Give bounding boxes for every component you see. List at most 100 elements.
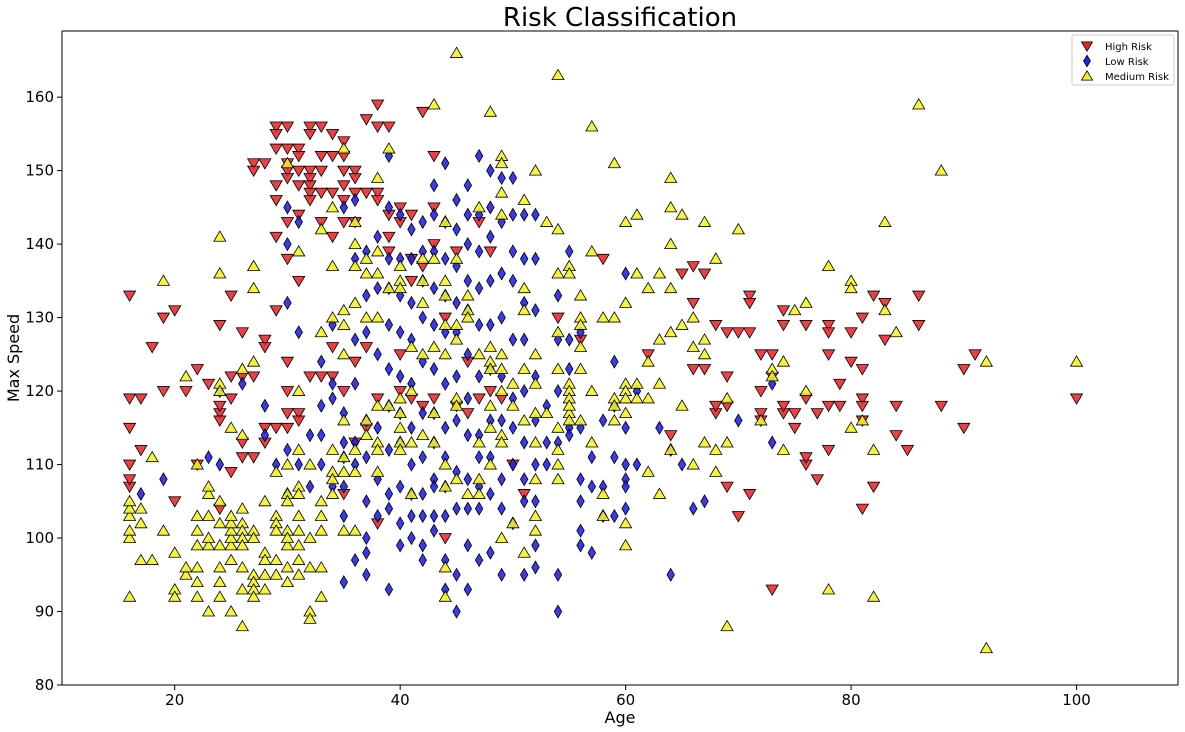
data-point (565, 361, 574, 377)
data-point (452, 222, 461, 237)
data-point (292, 524, 306, 536)
data-point (292, 553, 306, 565)
data-point (531, 251, 540, 266)
data-point (472, 487, 486, 499)
data-point (519, 567, 529, 582)
data-point (494, 531, 509, 543)
data-point (497, 501, 506, 516)
data-point (246, 590, 261, 602)
data-point (362, 494, 371, 509)
data-point (418, 486, 427, 502)
data-point (765, 584, 779, 596)
data-point (855, 364, 870, 376)
data-point (531, 457, 540, 472)
data-point (246, 158, 261, 170)
data-point (294, 457, 303, 472)
data-point (506, 399, 520, 411)
data-point (280, 253, 295, 266)
data-point (134, 444, 148, 457)
data-point (305, 428, 315, 443)
data-point (246, 452, 261, 464)
data-point (618, 215, 633, 227)
data-point (348, 524, 362, 536)
data-point (517, 193, 531, 205)
data-point (407, 530, 416, 546)
data-point (844, 421, 858, 433)
data-point (283, 442, 292, 457)
data-point (156, 386, 171, 398)
data-point (337, 136, 351, 148)
data-point (122, 524, 137, 536)
data-point (528, 436, 543, 448)
data-point (474, 317, 484, 333)
data-point (429, 508, 439, 524)
data-point (461, 487, 475, 499)
data-point (486, 229, 495, 244)
legend: High Risk Low Risk Medium Risk (1071, 34, 1175, 86)
data-point (314, 494, 328, 507)
data-point (1069, 355, 1084, 367)
data-point (576, 538, 585, 553)
data-point (438, 318, 452, 330)
data-point (474, 244, 484, 259)
data-point (303, 165, 317, 178)
x-tick-label: 20 (165, 691, 184, 709)
data-point (314, 151, 328, 163)
data-point (314, 187, 328, 200)
data-point (395, 325, 405, 340)
data-point (122, 509, 137, 521)
data-point (393, 259, 407, 272)
data-point (201, 538, 216, 551)
data-point (418, 450, 427, 465)
data-point (810, 408, 824, 420)
data-point (776, 320, 791, 332)
data-point (517, 303, 531, 316)
data-point (190, 524, 204, 536)
data-point (404, 436, 419, 448)
data-point (576, 523, 585, 538)
data-point (754, 408, 768, 420)
data-point (528, 406, 543, 419)
data-point (235, 538, 250, 551)
data-point (610, 354, 619, 369)
data-point (675, 399, 689, 411)
data-point (294, 325, 303, 340)
data-point (269, 180, 283, 192)
y-tick-label: 80 (35, 676, 54, 694)
data-point (280, 173, 295, 185)
data-point (359, 413, 374, 426)
data-point (370, 195, 385, 207)
data-point (292, 538, 306, 551)
data-point (269, 465, 283, 477)
data-point (429, 523, 439, 538)
data-point (788, 303, 802, 316)
data-point (201, 605, 216, 617)
data-point (224, 393, 238, 405)
data-point (508, 332, 518, 347)
data-point (618, 516, 633, 529)
data-point (441, 156, 450, 171)
data-point (280, 121, 295, 134)
data-point (587, 479, 597, 494)
x-axis-label: Age (605, 708, 636, 727)
data-point (122, 494, 137, 507)
data-point (709, 465, 723, 477)
data-point (348, 296, 362, 308)
data-point (201, 531, 216, 543)
data-point (314, 371, 328, 383)
data-point (519, 383, 529, 399)
data-point (395, 288, 405, 303)
data-point (438, 560, 452, 573)
data-point (303, 180, 317, 192)
data-point (168, 496, 182, 508)
data-point (697, 347, 712, 360)
data-point (348, 215, 362, 227)
data-point (418, 552, 427, 568)
data-point (224, 605, 238, 617)
data-point (382, 231, 396, 244)
x-tick-label: 40 (391, 691, 410, 709)
data-point (540, 215, 554, 227)
data-point (190, 364, 204, 376)
data-point (528, 472, 543, 485)
data-point (122, 290, 137, 303)
